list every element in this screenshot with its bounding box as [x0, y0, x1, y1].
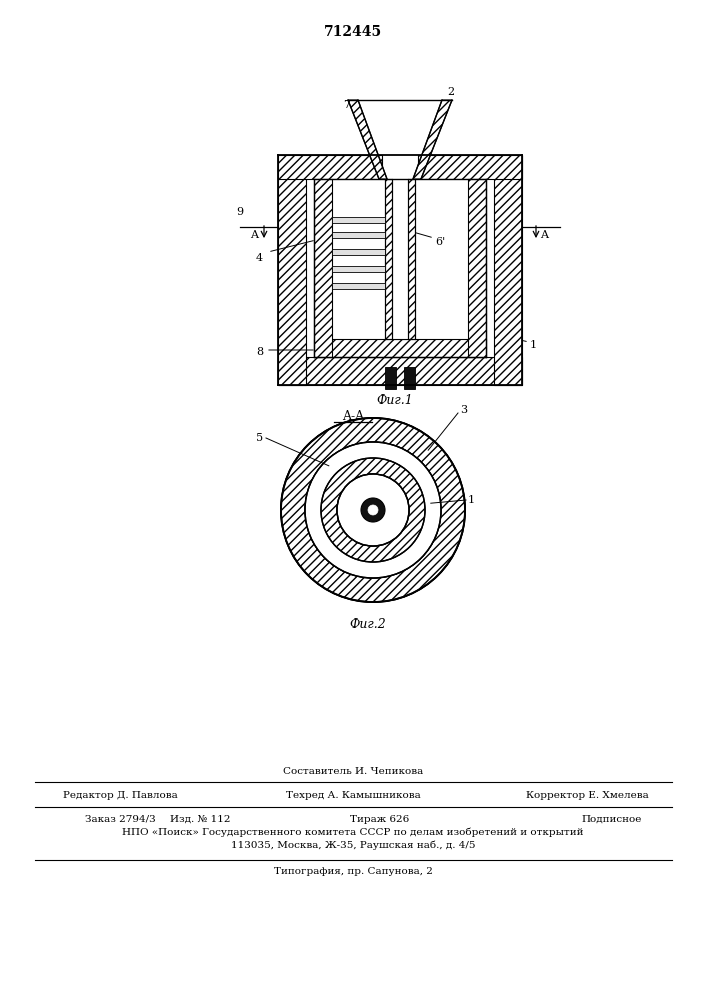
Circle shape: [368, 505, 378, 515]
Text: Изд. № 112: Изд. № 112: [170, 814, 230, 824]
Bar: [332, 283, 385, 289]
Text: Типография, пр. Сапунова, 2: Типография, пр. Сапунова, 2: [274, 867, 433, 876]
Bar: [332, 217, 385, 223]
Text: Корректор Е. Хмелева: Корректор Е. Хмелева: [525, 790, 648, 800]
Text: Тираж 626: Тираж 626: [351, 814, 409, 824]
Text: 4: 4: [256, 253, 263, 263]
Polygon shape: [413, 100, 452, 179]
Wedge shape: [321, 458, 425, 562]
Bar: [332, 249, 385, 255]
Bar: [418, 155, 522, 179]
Bar: [278, 357, 522, 385]
Bar: [468, 179, 486, 357]
Text: A-A: A-A: [342, 410, 364, 424]
Text: 1: 1: [468, 495, 475, 505]
Text: 7: 7: [343, 100, 350, 110]
Bar: [494, 155, 522, 385]
Text: 8: 8: [256, 347, 263, 357]
Text: Заказ 2794/3: Заказ 2794/3: [85, 814, 156, 824]
Text: 6': 6': [435, 237, 445, 247]
Text: 3: 3: [460, 405, 467, 415]
Text: Фиг.1: Фиг.1: [377, 393, 414, 406]
Text: Подписное: Подписное: [582, 814, 642, 824]
Bar: [332, 266, 385, 272]
Bar: [385, 367, 396, 389]
Bar: [404, 367, 415, 389]
Bar: [314, 339, 486, 357]
Text: Составитель И. Чепикова: Составитель И. Чепикова: [283, 766, 423, 776]
Text: 9: 9: [236, 207, 243, 217]
Text: Фиг.2: Фиг.2: [350, 617, 386, 631]
Text: 5: 5: [256, 433, 263, 443]
Text: A: A: [540, 230, 548, 240]
Bar: [306, 179, 494, 357]
Circle shape: [361, 498, 385, 522]
Text: НПО «Поиск» Государственного комитета СССР по делам изобретений и открытий: НПО «Поиск» Государственного комитета СС…: [122, 827, 584, 837]
Bar: [408, 179, 415, 339]
Bar: [314, 179, 332, 357]
Bar: [385, 179, 392, 339]
Bar: [392, 179, 408, 339]
Text: 2: 2: [447, 87, 454, 97]
Text: 712445: 712445: [324, 25, 382, 39]
Bar: [278, 155, 382, 179]
Text: Техред А. Камышникова: Техред А. Камышникова: [286, 790, 421, 800]
Polygon shape: [348, 100, 387, 179]
Text: 1: 1: [530, 340, 537, 350]
Wedge shape: [281, 418, 465, 602]
Bar: [332, 232, 385, 238]
Circle shape: [305, 442, 441, 578]
Text: Редактор Д. Павлова: Редактор Д. Павлова: [63, 790, 177, 800]
Circle shape: [337, 474, 409, 546]
Text: 113035, Москва, Ж-35, Раушская наб., д. 4/5: 113035, Москва, Ж-35, Раушская наб., д. …: [230, 840, 475, 850]
Text: A: A: [250, 230, 258, 240]
Bar: [278, 155, 306, 385]
Bar: [332, 179, 468, 339]
Circle shape: [281, 418, 465, 602]
